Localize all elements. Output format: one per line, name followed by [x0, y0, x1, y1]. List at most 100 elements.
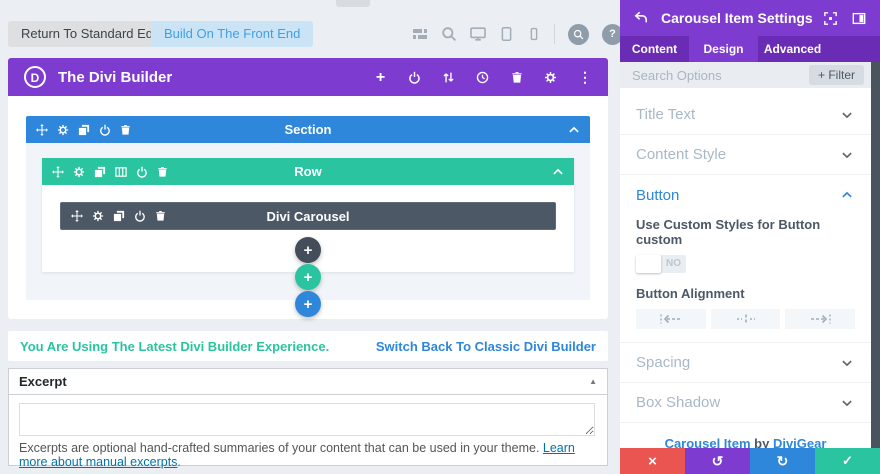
- chevron-down-icon: [841, 109, 853, 121]
- divi-builder-header: D The Divi Builder + ⋮: [8, 58, 608, 96]
- credit-by-text: by: [750, 436, 773, 448]
- help-circle-button[interactable]: ?: [602, 23, 623, 45]
- chevron-down-icon: [841, 357, 853, 369]
- accordion-content-style[interactable]: Content Style: [620, 135, 871, 175]
- switch-to-classic-link[interactable]: Switch Back To Classic Divi Builder: [375, 338, 596, 354]
- chevron-up-icon: [841, 189, 853, 201]
- custom-styles-toggle[interactable]: NO: [636, 255, 686, 273]
- add-section-button[interactable]: +: [295, 291, 321, 317]
- discard-button[interactable]: ×: [620, 448, 685, 474]
- undo-button[interactable]: ↺: [685, 448, 750, 474]
- duplicate-icon[interactable]: [78, 124, 90, 136]
- add-module-button[interactable]: +: [295, 237, 321, 263]
- chevron-down-icon: [841, 149, 853, 161]
- tablet-view-icon[interactable]: [499, 26, 514, 42]
- trash-icon[interactable]: [157, 166, 168, 178]
- excerpt-title: Excerpt: [19, 374, 67, 389]
- back-arrow-icon[interactable]: [634, 11, 648, 25]
- accordion-label: Button: [636, 186, 680, 204]
- section-label: Section: [284, 122, 332, 137]
- redo-button[interactable]: ↻: [750, 448, 815, 474]
- filter-button[interactable]: + Filter: [808, 65, 864, 85]
- search-options-input[interactable]: [632, 67, 809, 83]
- snap-expand-icon[interactable]: [824, 12, 837, 25]
- divi-logo: D: [24, 66, 46, 88]
- save-button[interactable]: ✓: [815, 448, 880, 474]
- accordion-label: Box Shadow: [636, 394, 721, 411]
- chevron-down-icon: [841, 397, 853, 409]
- collapse-row-icon[interactable]: [552, 166, 564, 178]
- panel-scrollbar[interactable]: [871, 62, 880, 448]
- gear-icon[interactable]: [544, 71, 557, 84]
- columns-icon[interactable]: [115, 166, 127, 178]
- align-left-button[interactable]: [636, 309, 706, 329]
- align-right-button[interactable]: [785, 309, 856, 329]
- accordion-title-text[interactable]: Title Text: [620, 95, 871, 135]
- accordion-label: Title Text: [636, 106, 696, 123]
- builder-layout-icon[interactable]: [412, 26, 428, 42]
- options-search-bar: + Filter: [620, 62, 880, 88]
- trash-icon[interactable]: [155, 210, 166, 222]
- move-icon[interactable]: [52, 166, 64, 178]
- power-icon[interactable]: [134, 210, 146, 222]
- collapse-section-icon[interactable]: [568, 124, 580, 136]
- manual-excerpts-link[interactable]: Learn more about manual excerpts: [19, 441, 575, 469]
- search-circle-button[interactable]: [568, 23, 589, 45]
- button-alignment-label: Button Alignment: [636, 286, 745, 301]
- duplicate-icon[interactable]: [113, 210, 125, 222]
- zoom-out-icon[interactable]: [441, 26, 457, 42]
- accordion-spacing[interactable]: Spacing: [620, 343, 871, 383]
- module-credit: Carousel Item by DiviGear: [620, 423, 871, 448]
- accordion-label: Spacing: [636, 354, 691, 371]
- settings-header: Carousel Item Settings: [620, 0, 880, 36]
- trash-icon[interactable]: [510, 71, 523, 84]
- tab-content[interactable]: Content: [631, 42, 678, 56]
- excerpt-header[interactable]: Excerpt ▲: [9, 369, 607, 395]
- carousel-item-settings-panel: Carousel Item Settings Content Design Ad…: [620, 0, 880, 474]
- builder-notice-bar: You Are Using The Latest Divi Builder Ex…: [8, 331, 608, 361]
- toggle-state-label: NO: [666, 258, 681, 269]
- align-center-button[interactable]: [710, 309, 781, 329]
- add-section-icon[interactable]: +: [375, 68, 386, 86]
- add-row-button[interactable]: +: [295, 264, 321, 290]
- excerpt-textarea[interactable]: [19, 403, 595, 436]
- duplicate-icon[interactable]: [94, 166, 106, 178]
- carousel-item-link[interactable]: Carousel Item: [664, 436, 751, 448]
- settings-scroll-area: Title Text Content Style Button Use Cust…: [620, 88, 880, 448]
- module-label: Divi Carousel: [266, 208, 350, 224]
- divigear-link[interactable]: DiviGear: [772, 436, 827, 448]
- settings-title: Carousel Item Settings: [661, 10, 813, 26]
- move-icon[interactable]: [71, 210, 83, 222]
- power-icon[interactable]: [99, 124, 111, 136]
- custom-styles-label: Use Custom Styles for Button custom: [636, 217, 821, 247]
- sort-arrows-icon[interactable]: [442, 71, 455, 84]
- tab-design[interactable]: Design: [689, 36, 758, 62]
- more-options-icon[interactable]: ⋮: [578, 68, 592, 85]
- history-clock-icon[interactable]: [476, 71, 489, 84]
- row-block: Row Divi Carousel: [42, 158, 574, 272]
- move-icon[interactable]: [36, 124, 48, 136]
- excerpt-help-text: Excerpts are optional hand-crafted summa…: [9, 441, 607, 469]
- desktop-view-icon[interactable]: [470, 26, 486, 42]
- gear-icon[interactable]: [73, 166, 85, 178]
- build-on-front-end-button[interactable]: Build On The Front End: [151, 21, 314, 47]
- trash-icon[interactable]: [120, 124, 131, 136]
- panel-dock-icon[interactable]: [852, 12, 866, 25]
- phone-view-icon[interactable]: [527, 26, 541, 42]
- gear-icon[interactable]: [57, 124, 69, 136]
- section-toolbar: Section: [26, 116, 590, 143]
- accordion-box-shadow[interactable]: Box Shadow: [620, 383, 871, 423]
- accordion-button[interactable]: Button: [620, 175, 871, 215]
- toggle-knob: [636, 255, 661, 273]
- notice-message: You Are Using The Latest Divi Builder Ex…: [20, 338, 330, 354]
- divi-carousel-module-bar[interactable]: Divi Carousel: [60, 202, 556, 230]
- button-alignment-group: [636, 309, 856, 329]
- row-label: Row: [294, 164, 322, 179]
- gear-icon[interactable]: [92, 210, 104, 222]
- builder-canvas: Section Row: [8, 96, 608, 319]
- settings-tabs: Content Design Advanced: [620, 36, 880, 62]
- power-icon[interactable]: [136, 166, 148, 178]
- tab-advanced[interactable]: Advanced: [763, 42, 822, 56]
- panel-toggle-icon[interactable]: ▲: [589, 377, 597, 386]
- power-icon[interactable]: [408, 71, 421, 84]
